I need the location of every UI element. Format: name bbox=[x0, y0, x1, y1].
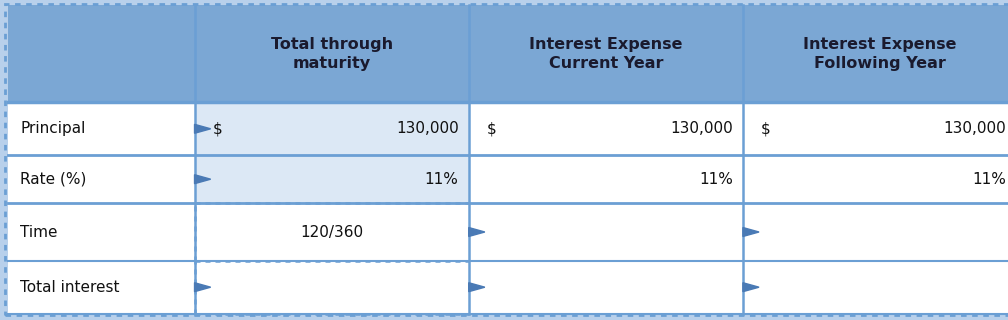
FancyBboxPatch shape bbox=[469, 102, 743, 155]
FancyBboxPatch shape bbox=[8, 203, 195, 261]
Text: 11%: 11% bbox=[424, 172, 459, 187]
Text: 130,000: 130,000 bbox=[396, 121, 459, 136]
Text: Rate (%): Rate (%) bbox=[20, 172, 87, 187]
FancyBboxPatch shape bbox=[469, 203, 743, 261]
FancyBboxPatch shape bbox=[8, 5, 1008, 102]
FancyBboxPatch shape bbox=[743, 203, 1008, 261]
FancyBboxPatch shape bbox=[743, 102, 1008, 155]
FancyBboxPatch shape bbox=[195, 203, 469, 261]
Polygon shape bbox=[743, 228, 759, 236]
FancyBboxPatch shape bbox=[743, 261, 1008, 314]
Text: Interest Expense
Current Year: Interest Expense Current Year bbox=[529, 36, 682, 71]
Text: Total interest: Total interest bbox=[20, 280, 120, 295]
Text: Principal: Principal bbox=[20, 121, 86, 136]
Text: Total through
maturity: Total through maturity bbox=[270, 36, 393, 71]
Polygon shape bbox=[195, 283, 211, 292]
Text: $: $ bbox=[761, 121, 771, 136]
FancyBboxPatch shape bbox=[8, 102, 195, 155]
Text: Interest Expense
Following Year: Interest Expense Following Year bbox=[802, 36, 957, 71]
Polygon shape bbox=[195, 124, 211, 133]
Text: 120/360: 120/360 bbox=[300, 225, 363, 239]
FancyBboxPatch shape bbox=[469, 261, 743, 314]
Text: Time: Time bbox=[20, 225, 57, 239]
FancyBboxPatch shape bbox=[8, 261, 195, 314]
Polygon shape bbox=[743, 283, 759, 292]
Polygon shape bbox=[195, 175, 211, 184]
FancyBboxPatch shape bbox=[195, 102, 469, 155]
FancyBboxPatch shape bbox=[8, 155, 195, 203]
FancyBboxPatch shape bbox=[195, 261, 469, 314]
FancyBboxPatch shape bbox=[195, 155, 469, 203]
Text: 130,000: 130,000 bbox=[943, 121, 1006, 136]
Text: 130,000: 130,000 bbox=[670, 121, 733, 136]
FancyBboxPatch shape bbox=[743, 155, 1008, 203]
Text: $: $ bbox=[487, 121, 497, 136]
Polygon shape bbox=[469, 283, 485, 292]
Text: 11%: 11% bbox=[972, 172, 1006, 187]
FancyBboxPatch shape bbox=[469, 155, 743, 203]
Text: $: $ bbox=[213, 121, 223, 136]
Polygon shape bbox=[469, 228, 485, 236]
Text: 11%: 11% bbox=[699, 172, 733, 187]
